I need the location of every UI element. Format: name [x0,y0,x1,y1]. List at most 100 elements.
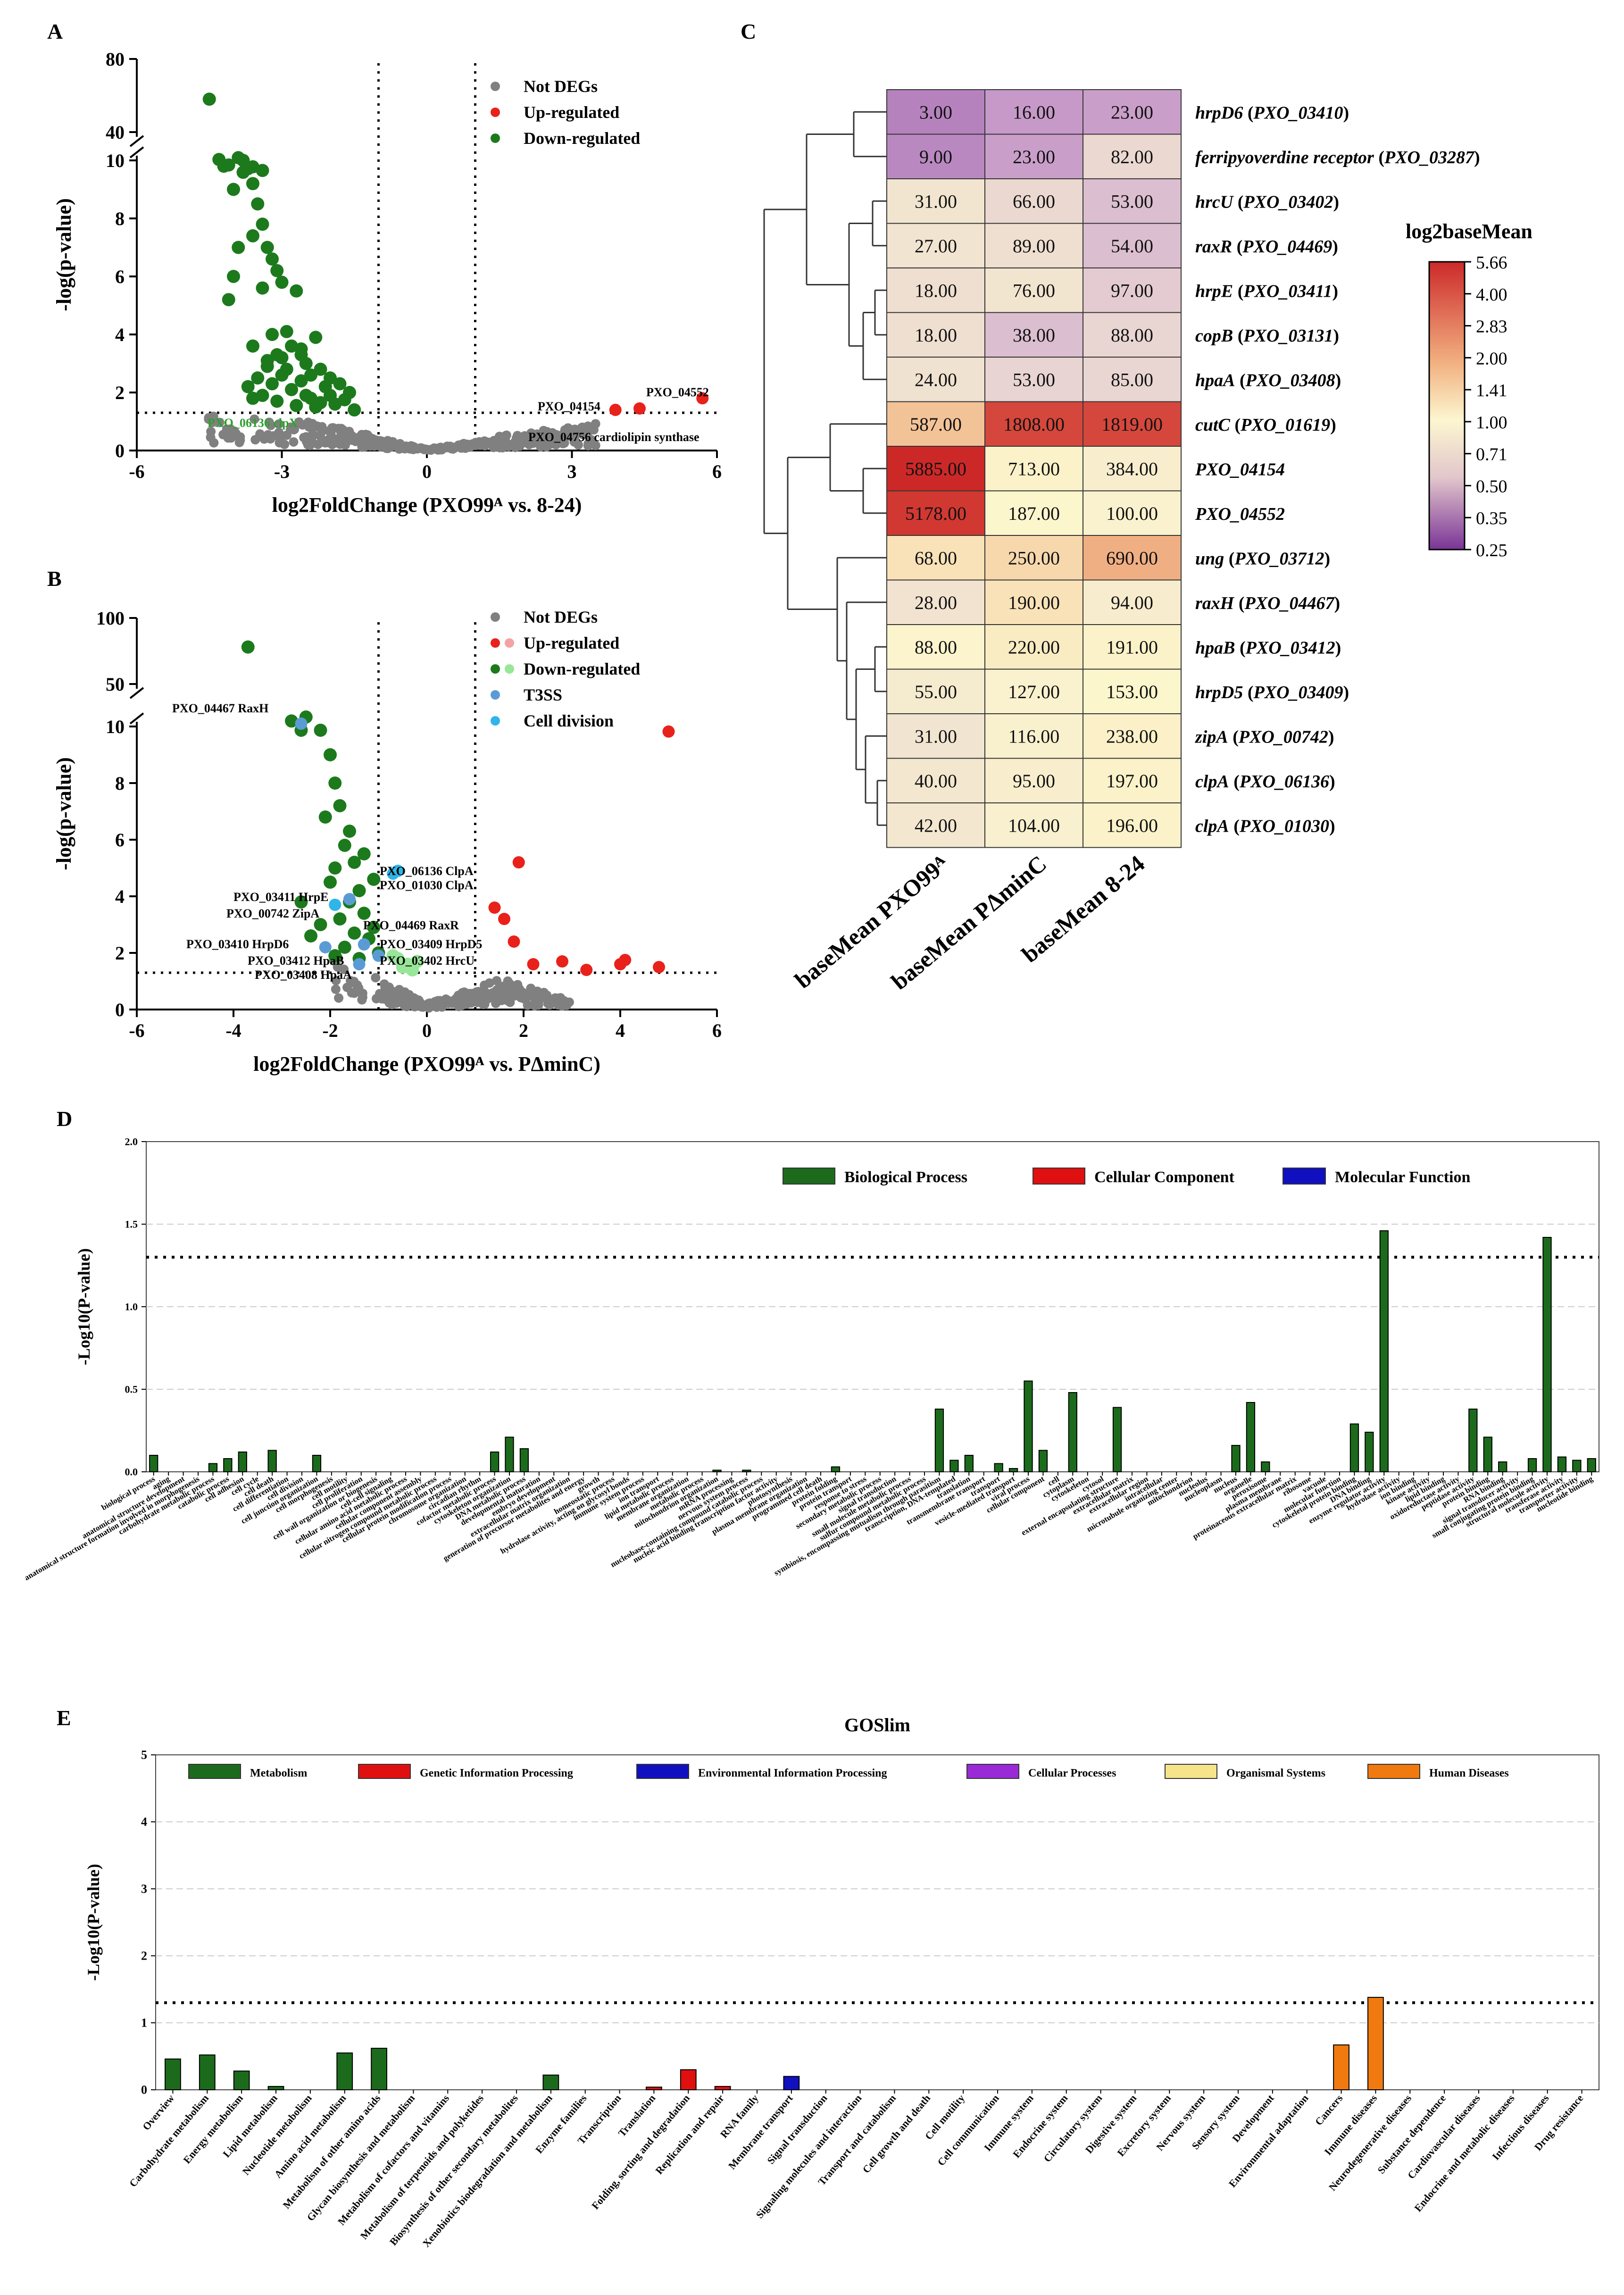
bar [1261,1461,1270,1472]
heatmap-cell-value: 42.00 [915,815,957,836]
y-tick-label: 8 [115,773,125,794]
x-tick-label: -2 [322,1020,338,1041]
bar [1498,1461,1507,1472]
not-deg-point [519,994,529,1004]
heatmap-cell [984,624,1083,670]
legend-marker [491,108,500,117]
chart-title: GOSlim [844,1714,910,1736]
not-deg-point [390,987,400,997]
heatmap-row-label: raxH (PXO_04467) [1195,593,1340,613]
heatmap-row-label: copB (PXO_03131) [1195,326,1339,346]
up-regulated-point [662,725,675,738]
bar [680,2069,697,2091]
bar [519,1448,529,1472]
y-tick-label: 2 [141,1949,147,1963]
not-deg-point [456,443,466,453]
heatmap-cell-value: 23.00 [1013,146,1055,167]
not-deg-point [402,1001,412,1011]
heatmap-cell [1083,446,1182,492]
down-regulated-point [270,394,284,408]
point-annotation: PXO_04469 RaxR [363,918,459,932]
heatmap-cell [1083,802,1182,848]
legend-marker [505,664,514,674]
heatmap-row-label: hrpD6 (PXO_03410) [1195,103,1349,123]
y-axis-title: -log(p-value) [52,757,75,870]
down-regulated-point [314,918,327,931]
bar [1246,1402,1256,1472]
x-tick-label: Cell growth and death [860,2092,933,2175]
heatmap-c: 3.00 16.00 23.00 hrpD6 (PXO_03410) 9.00 23.00… [763,89,1532,995]
heatmap-cell [1083,535,1182,581]
not-deg-point [454,996,464,1006]
heatmap-cell-value: 100.00 [1106,503,1158,524]
heatmap-cell-value: 38.00 [1013,325,1055,346]
heatmap-cell-value: 220.00 [1008,636,1060,658]
down-regulated-point [357,907,371,920]
y-tick-label: 2.0 [125,1135,138,1147]
heatmap-cell [886,668,985,714]
heatmap-row-label: clpA (PXO_01030) [1195,816,1335,836]
not-deg-point [255,429,265,439]
legend-marker [491,690,500,700]
down-regulated-point [232,241,245,254]
up-regulated-point [527,958,540,970]
legend-swatch [358,1764,411,1779]
heatmap-cell-value: 5178.00 [905,503,966,524]
not-deg-point [491,976,501,985]
down-regulated-point [338,941,351,954]
not-deg-point [331,985,341,994]
y-tick-label: 100 [96,608,125,629]
cell-division-point [329,899,341,911]
y-axis-title: -Log10(P-value) [84,1864,103,1981]
bar [742,1469,751,1472]
heatmap-row-label: ung (PXO_03712) [1195,549,1330,568]
bar [505,1436,514,1472]
panel-label-e: E [57,1706,71,1730]
legend-marker [491,716,500,726]
legend-swatch [1283,1168,1326,1185]
heatmap-cell-value: 190.00 [1008,592,1060,613]
plot-frame [155,1754,1599,2090]
colorbar-tick-label: 1.00 [1476,413,1507,433]
x-tick-label: -3 [274,461,290,482]
up-regulated-point [512,856,525,868]
y-tick-label: 1 [141,2016,147,2030]
x-tick-label: -4 [225,1020,241,1041]
legend-label: Up-regulated [524,634,619,652]
heatmap-row-label: raxR (PXO_04469) [1195,237,1338,257]
bar [712,1469,722,1472]
y-tick-label: 80 [106,49,125,70]
point-annotation: PXO_03408 HpaA [255,968,352,982]
heatmap-cell [886,802,985,848]
y-tick-label: 0 [141,2083,147,2097]
heatmap-cell-value: 1808.00 [1003,414,1065,435]
heatmap-row-label: ferripyoverdine receptor (PXO_03287) [1195,148,1480,167]
legend-label: Metabolism [250,1767,307,1779]
not-deg-point [509,441,519,451]
x-tick-label: 6 [712,1020,722,1041]
t3ss-point [343,893,356,905]
not-deg-point [357,430,366,440]
not-deg-point [535,433,545,442]
bar [312,1455,322,1472]
heatmap-cell [984,357,1083,402]
colorbar-tick-label: 2.83 [1476,317,1507,337]
down-regulated-point [266,377,279,391]
t3ss-point [358,938,370,951]
not-deg-point [399,442,409,452]
up-regulated-point [488,901,501,914]
not-deg-point [328,423,338,433]
heatmap-row-label: cutC (PXO_01619) [1195,415,1336,435]
heatmap-row-label: hrpD5 (PXO_03409) [1195,683,1349,702]
heatmap-cell [1083,490,1182,536]
up-regulated-point [508,935,520,948]
not-deg-point [434,998,444,1008]
point-annotation: PXO_03412 HpaB [248,954,344,968]
not-deg-point [331,976,341,985]
down-regulated-point [251,371,265,385]
down-regulated-point [266,328,279,341]
down-regulated-point [294,374,308,388]
not-deg-point [286,422,296,432]
t3ss-point [295,718,308,730]
up-regulated-point [653,961,665,973]
